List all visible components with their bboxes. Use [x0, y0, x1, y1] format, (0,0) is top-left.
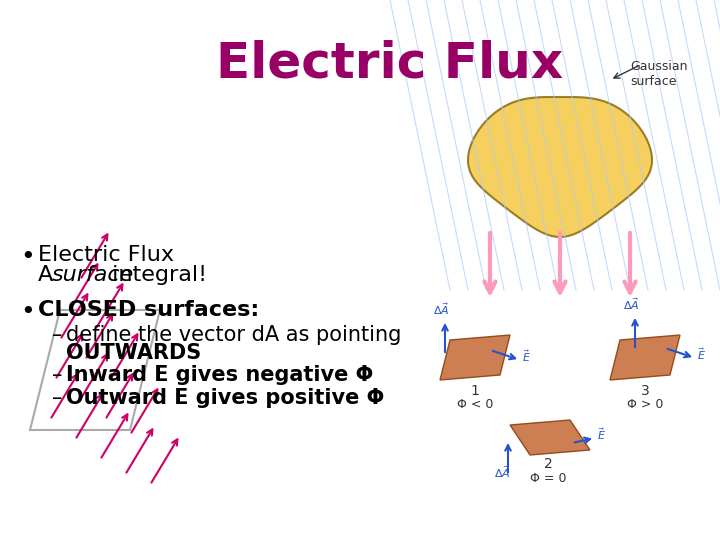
Text: Electric Flux: Electric Flux — [217, 40, 564, 88]
Text: CLOSED surfaces:: CLOSED surfaces: — [38, 300, 259, 320]
Text: Φ > 0: Φ > 0 — [627, 398, 663, 411]
Text: define the vector dA as pointing: define the vector dA as pointing — [66, 325, 401, 345]
Text: $\vec{E}$: $\vec{E}$ — [597, 426, 606, 442]
Text: $\Delta\vec{A}$: $\Delta\vec{A}$ — [433, 301, 449, 317]
Text: Gaussian
surface: Gaussian surface — [630, 60, 688, 88]
Text: A: A — [38, 265, 60, 285]
Text: –: – — [52, 388, 63, 408]
Text: OUTWARDS: OUTWARDS — [66, 343, 202, 363]
Polygon shape — [440, 335, 510, 380]
Text: Electric Flux: Electric Flux — [38, 245, 174, 265]
Text: 2: 2 — [544, 457, 552, 471]
Text: $\vec{E}$: $\vec{E}$ — [522, 348, 531, 364]
Text: $\vec{E}$: $\vec{E}$ — [697, 346, 706, 362]
Text: •: • — [20, 300, 35, 324]
Text: 1: 1 — [471, 384, 480, 398]
Text: $\Delta\vec{A}$: $\Delta\vec{A}$ — [623, 296, 639, 312]
Text: Φ < 0: Φ < 0 — [456, 398, 493, 411]
Text: Outward E gives positive Φ: Outward E gives positive Φ — [66, 388, 384, 408]
Text: surface: surface — [52, 265, 135, 285]
Polygon shape — [468, 97, 652, 237]
Text: –: – — [52, 325, 63, 345]
Text: Φ = 0: Φ = 0 — [530, 472, 566, 485]
Polygon shape — [510, 420, 590, 455]
Text: Inward E gives negative Φ: Inward E gives negative Φ — [66, 365, 373, 385]
Polygon shape — [610, 335, 680, 380]
Text: $\Delta\vec{A}$: $\Delta\vec{A}$ — [494, 464, 510, 480]
Text: integral!: integral! — [105, 265, 207, 285]
Text: –: – — [52, 365, 63, 385]
Text: 3: 3 — [641, 384, 649, 398]
Text: •: • — [20, 245, 35, 269]
